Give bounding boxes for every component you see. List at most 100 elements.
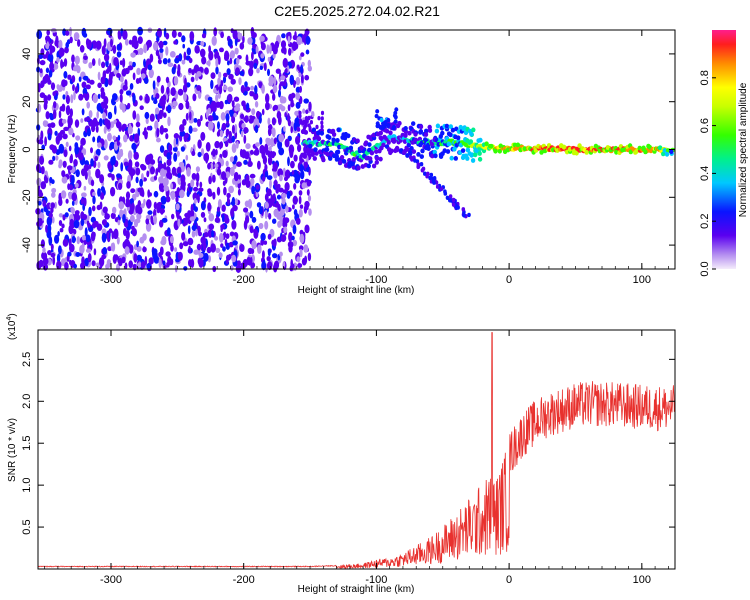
heatmap-cell (159, 51, 164, 59)
heatmap-cell (170, 190, 176, 200)
colorbar: 0.0 0.2 0.4 0.6 0.8 Normalized spectral ampl… (699, 30, 749, 277)
heatmap-cell (423, 132, 429, 137)
heatmap-cell (226, 68, 231, 76)
heatmap-cell (116, 140, 120, 146)
heatmap-cell (300, 64, 304, 74)
heatmap-cell (216, 168, 222, 176)
heatmap-cell (69, 259, 72, 265)
heatmap-cell (297, 263, 303, 268)
heatmap-cell (197, 118, 201, 127)
heatmap-cell (393, 110, 398, 116)
heatmap-cell (411, 121, 416, 126)
heatmap-cell (296, 256, 301, 263)
heatmap-cell (149, 53, 154, 63)
heatmap-cell (215, 57, 219, 68)
heatmap-cell (196, 85, 202, 91)
heatmap-cell (268, 81, 274, 87)
heatmap-cell (73, 263, 77, 269)
heatmap-cell (62, 238, 69, 247)
heatmap-cell (210, 162, 214, 170)
heatmap-cell (57, 231, 60, 237)
heatmap-cell (239, 244, 245, 252)
heatmap-cell (298, 245, 304, 251)
heatmap-cell (215, 66, 219, 75)
heatmap-cell (124, 38, 129, 46)
heatmap-cell (169, 51, 176, 58)
heatmap-cell (118, 122, 122, 132)
heatmap-cell (243, 207, 249, 213)
heatmap-cell (432, 176, 437, 181)
heatmap-cell (303, 244, 309, 253)
heatmap-cell (56, 84, 60, 90)
heatmap-cell (143, 77, 149, 84)
heatmap-cell (207, 255, 211, 263)
heatmap-cell (270, 137, 274, 148)
heatmap-cell (63, 71, 68, 79)
heatmap-cell (95, 148, 101, 156)
heatmap-cell (284, 138, 290, 148)
heatmap-cell (218, 71, 222, 79)
heatmap-cell (260, 232, 266, 241)
heatmap-cell (116, 51, 122, 58)
heatmap-cell (122, 57, 126, 68)
heatmap-cell (133, 151, 139, 160)
heatmap-cell (267, 117, 271, 126)
heatmap-cell (468, 139, 474, 145)
x-tick-label: -100 (365, 574, 387, 586)
heatmap-cell (146, 263, 152, 270)
heatmap-cell (211, 230, 215, 238)
heatmap-cell (212, 174, 216, 183)
heatmap-cell (214, 236, 219, 241)
heatmap-cell (183, 51, 187, 61)
heatmap-cell (41, 251, 47, 260)
heatmap-cell (135, 176, 139, 184)
heatmap-cell (224, 217, 230, 224)
heatmap-cell (427, 128, 433, 133)
heatmap-cell (243, 159, 248, 165)
heatmap-cell (456, 135, 461, 141)
heatmap-cell (92, 136, 96, 143)
heatmap-cell (224, 55, 229, 61)
heatmap-cell (262, 175, 266, 182)
heatmap-cell (210, 100, 217, 108)
heatmap-cell (72, 84, 75, 92)
heatmap-cell (99, 174, 105, 184)
bottom-x-ticks: -300 -200 -100 0 100 (44, 330, 669, 586)
heatmap-cell (214, 140, 220, 149)
heatmap-cell (215, 101, 221, 108)
heatmap-cell (375, 109, 380, 114)
heatmap-cell (82, 32, 88, 38)
heatmap-cell (184, 212, 190, 218)
heatmap-cell (276, 194, 282, 200)
heatmap-cell (403, 125, 408, 131)
heatmap-cell (234, 198, 238, 206)
heatmap-cell (138, 47, 144, 56)
y-tick-label: 20 (21, 96, 33, 108)
heatmap-cell (273, 76, 277, 86)
heatmap-cell (139, 105, 144, 110)
heatmap-cell (62, 133, 68, 140)
heatmap-cell (303, 130, 309, 135)
heatmap-cell (124, 262, 128, 270)
heatmap-cell (279, 251, 283, 257)
heatmap-cell (73, 32, 80, 41)
heatmap-cell (47, 53, 54, 63)
heatmap-cell (135, 167, 141, 176)
heatmap-cell (381, 142, 386, 148)
heatmap-cell (283, 125, 286, 132)
heatmap-cell (40, 130, 44, 140)
heatmap-cell (220, 31, 225, 39)
heatmap-cell (153, 99, 158, 105)
heatmap-cell (303, 125, 307, 130)
heatmap-cell (48, 69, 53, 78)
heatmap-cell (162, 128, 168, 133)
heatmap-cell (198, 252, 204, 258)
heatmap-cell (103, 126, 107, 134)
x-tick-label: 0 (506, 274, 512, 286)
heatmap-cell (263, 240, 268, 245)
heatmap-cell (324, 147, 330, 153)
heatmap-cell (49, 62, 55, 71)
heatmap-cell (117, 30, 121, 37)
heatmap-cell (63, 58, 68, 67)
heatmap-cell (42, 54, 47, 59)
